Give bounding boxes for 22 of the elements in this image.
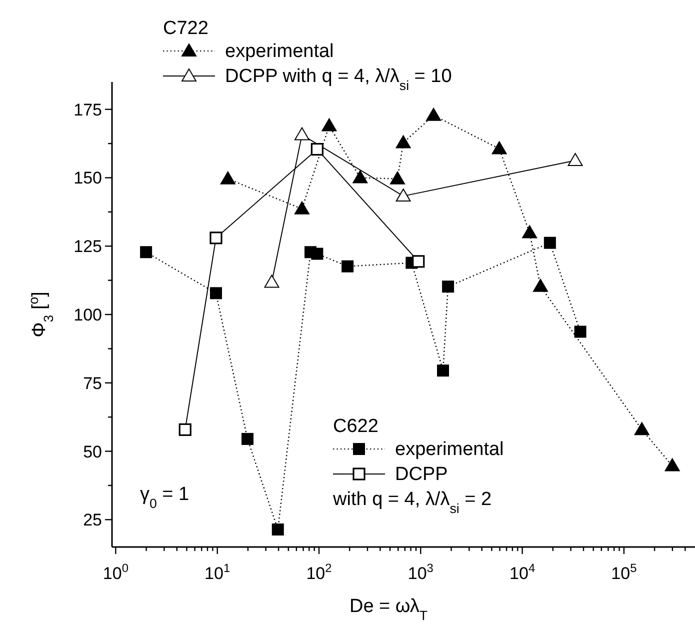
x-axis-title: De = ωλ$_{T}$ — [349, 596, 428, 622]
x-tick-label: 10$^{1}$ — [204, 561, 230, 583]
text: C722 — [163, 18, 208, 39]
legend-label: DCPP with q = 4, λ/λ$_{si}$ = 10 — [225, 66, 452, 92]
annotation: with q = 4, λ/λ$_{si}$ = 2 — [332, 489, 492, 516]
y-tick-label: 25 — [83, 510, 102, 530]
x-tick-label: 10$^{4}$ — [510, 561, 536, 583]
y-tick-label: 125 — [74, 237, 102, 256]
y-tick-label: 175 — [74, 100, 102, 120]
legend-label: experimental — [395, 439, 504, 460]
x-tick-label: 10$^{2}$ — [306, 561, 332, 583]
x-tick-label: 10$^{5}$ — [611, 561, 638, 583]
y-tick-label: 75 — [83, 374, 102, 393]
legend-label: experimental — [225, 41, 334, 62]
y-tick-label: 100 — [74, 306, 102, 324]
x-tick-label: 10$^{3}$ — [408, 561, 434, 583]
x-tick-label: 10$^{0}$ — [102, 561, 129, 583]
legend-label: DCPP — [395, 464, 448, 485]
y-tick-label: 150 — [74, 168, 102, 188]
annotation: C622 — [333, 416, 378, 437]
annotation: γ$_{0}$ = 1 — [140, 484, 190, 510]
y-tick-label: 50 — [83, 442, 102, 462]
